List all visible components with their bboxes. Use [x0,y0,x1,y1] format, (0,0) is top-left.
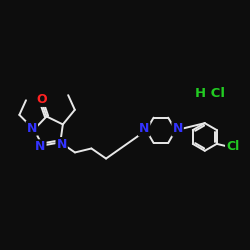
Text: N: N [56,138,67,151]
Text: N: N [172,122,183,136]
Text: H Cl: H Cl [196,86,226,100]
Text: Cl: Cl [226,140,239,153]
Text: N: N [35,140,46,153]
Text: N: N [139,122,149,136]
Text: N: N [27,122,37,135]
Text: O: O [36,93,47,106]
